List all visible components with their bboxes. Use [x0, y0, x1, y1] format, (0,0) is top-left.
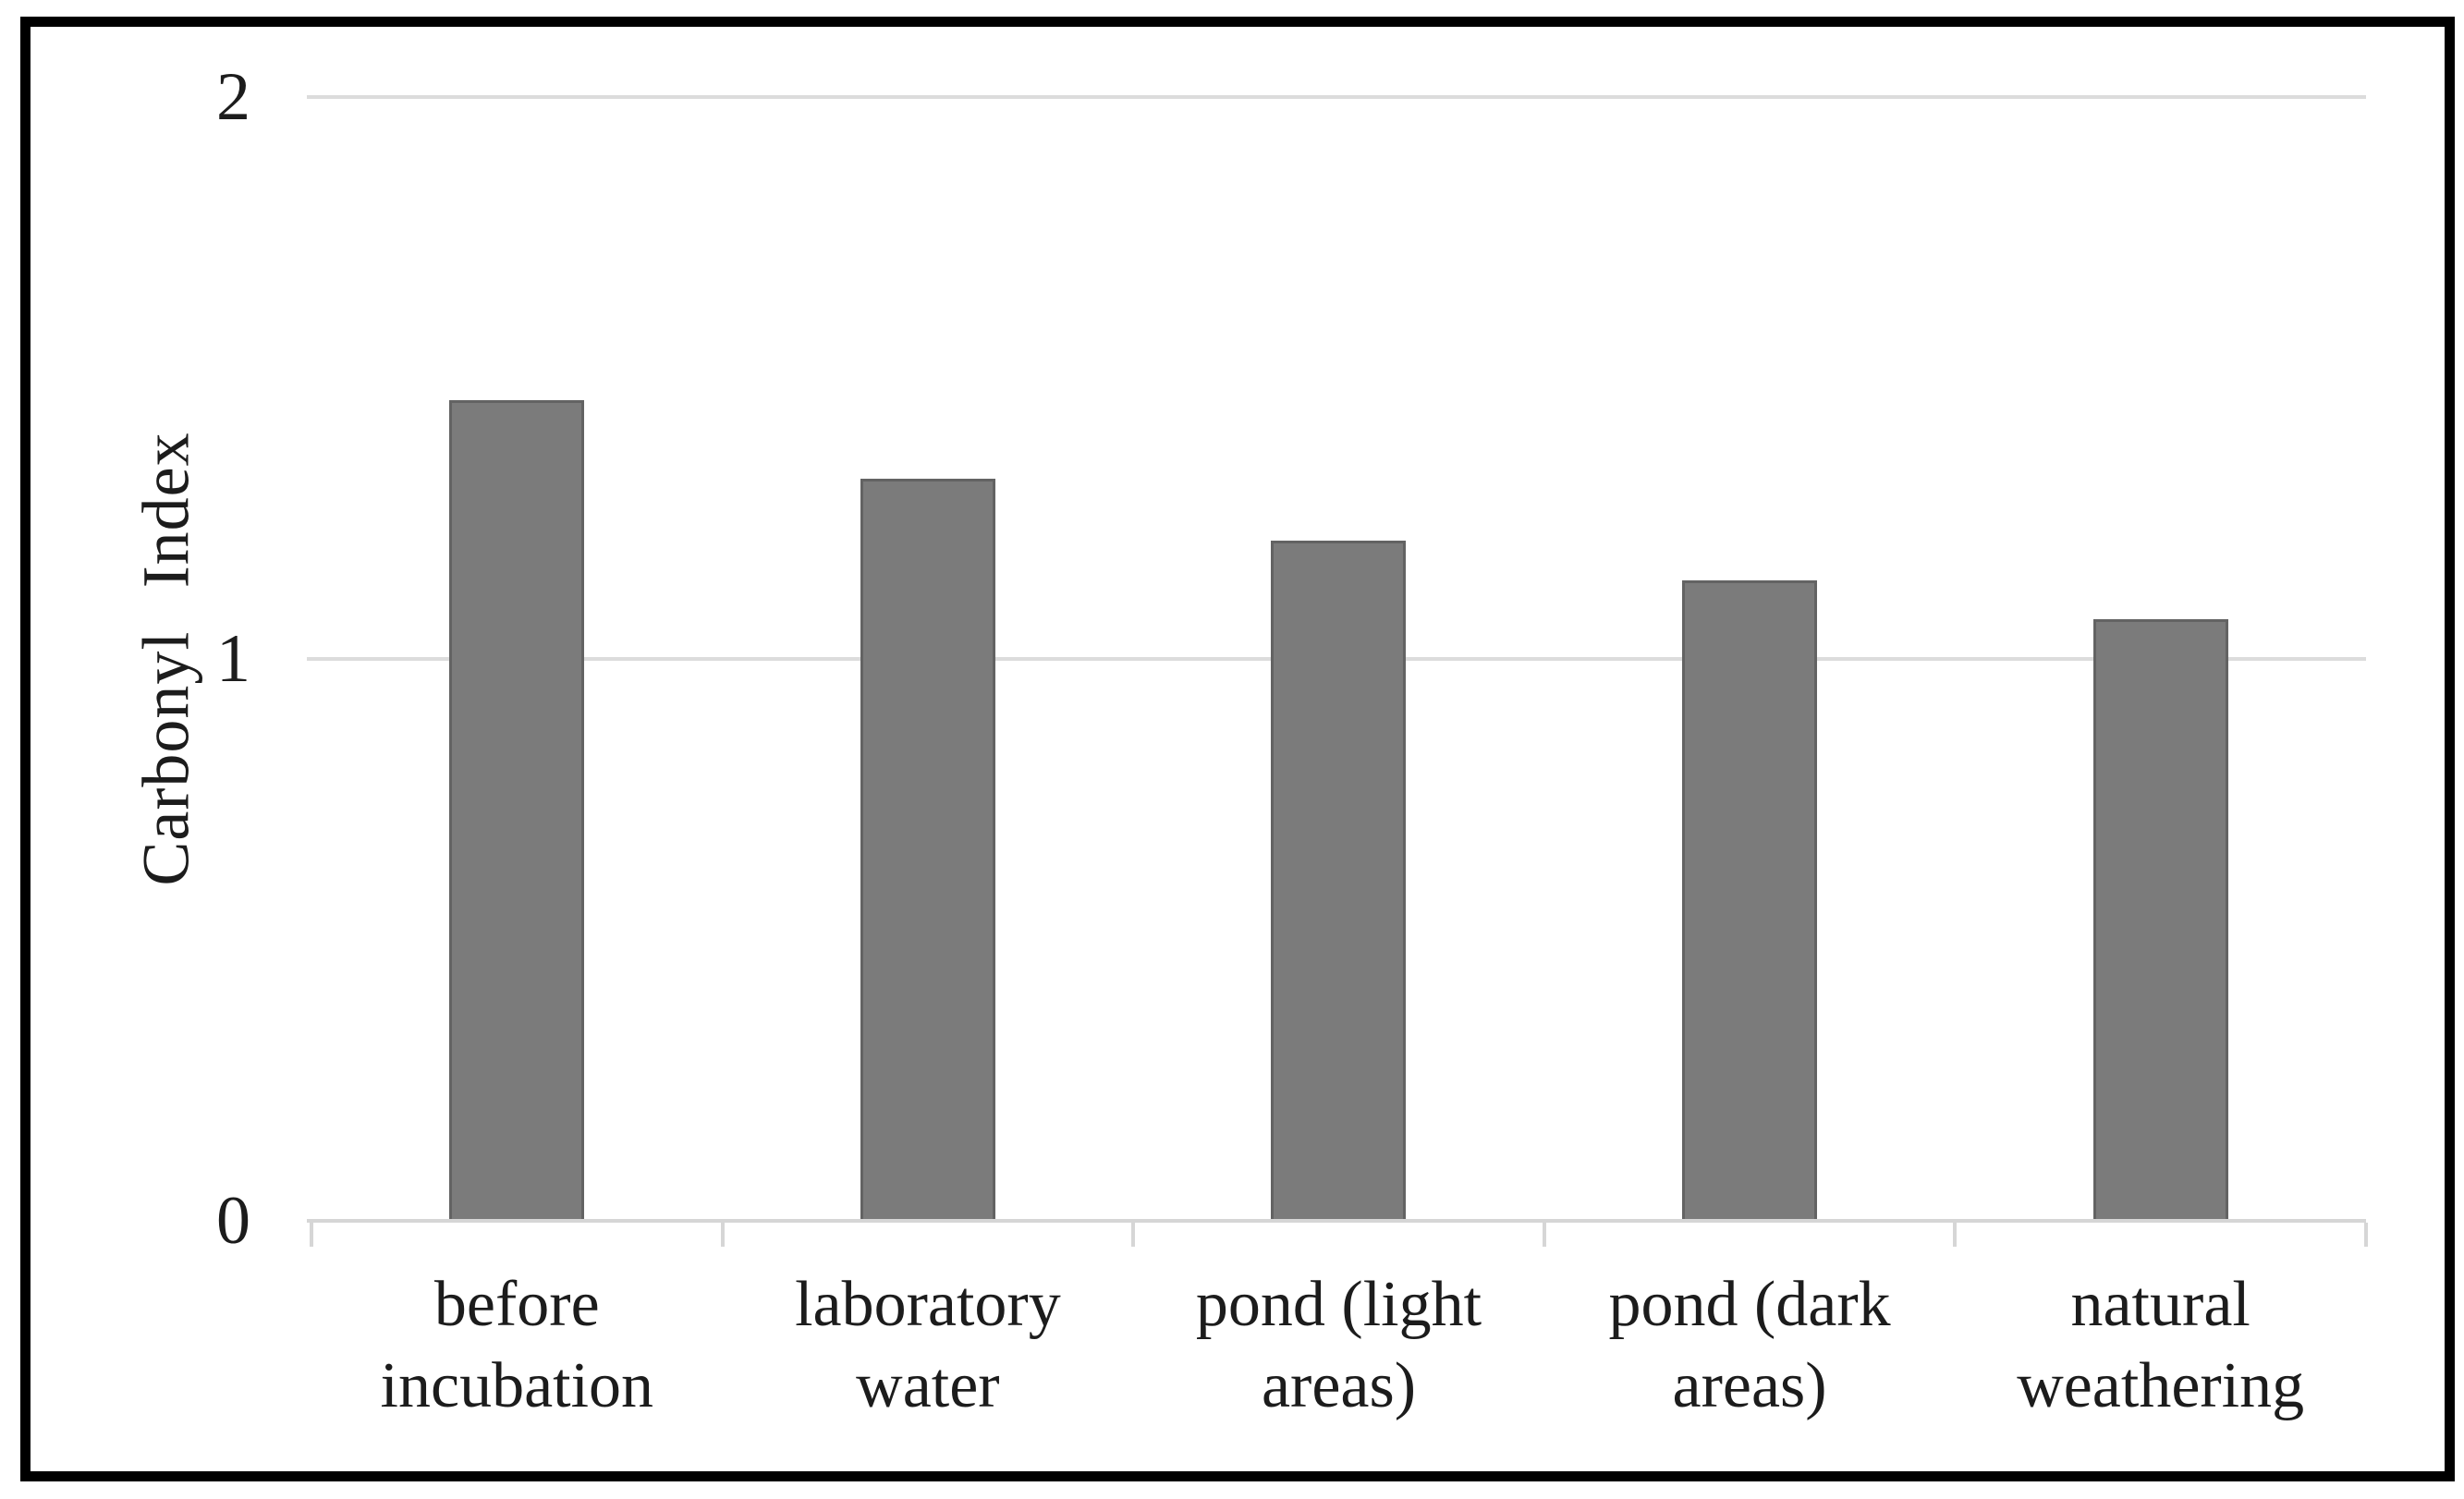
x-axis-category-labels: before incubation laboratory water pond (l… — [311, 1264, 2366, 1427]
bar-slot — [723, 97, 1134, 1221]
x-axis-category-label: natural weathering — [2017, 1269, 2305, 1422]
x-axis-tick-mark — [1542, 1223, 1546, 1247]
x-axis-category-label: pond (light areas) — [1195, 1269, 1482, 1422]
x-axis-tick-mark — [1953, 1223, 1958, 1247]
y-axis-tick-label: 1 — [216, 621, 250, 697]
bar-slot — [1955, 97, 2366, 1221]
x-axis-tick-mark — [720, 1223, 725, 1247]
x-axis-category-label: pond (dark areas) — [1608, 1269, 1891, 1422]
bar-series — [311, 97, 2366, 1221]
chart-border-frame — [20, 17, 2455, 1481]
x-axis-tick-mark — [2364, 1223, 2368, 1247]
x-axis-line — [307, 1219, 2366, 1223]
bar — [449, 400, 585, 1221]
x-axis-category-label: before incubation — [380, 1269, 654, 1422]
gridline — [307, 95, 2366, 99]
bar — [860, 479, 995, 1221]
x-axis-tick-mark — [310, 1223, 313, 1247]
bar-slot — [311, 97, 723, 1221]
x-axis-category-label: laboratory water — [795, 1269, 1061, 1422]
bar — [1271, 541, 1407, 1221]
x-axis-tick-mark — [1131, 1223, 1136, 1247]
bar-slot — [1133, 97, 1544, 1221]
bar-slot — [1544, 97, 1956, 1221]
y-axis-tick-label: 2 — [216, 59, 250, 135]
bar — [2092, 619, 2228, 1221]
bar — [1682, 579, 1818, 1221]
y-axis-tick-label: 0 — [216, 1183, 250, 1259]
plot-area — [307, 95, 2368, 1247]
